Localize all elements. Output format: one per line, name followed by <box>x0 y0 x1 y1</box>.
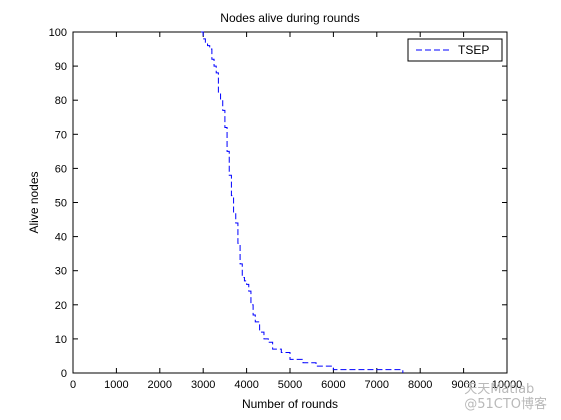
x-tick-label: 3000 <box>191 379 215 391</box>
y-axis: 0 10 20 30 40 50 60 70 80 90 100 <box>49 27 507 380</box>
series-line-tsep <box>201 31 404 373</box>
y-tick-label: 10 <box>55 334 67 346</box>
x-tick-label: 2000 <box>148 379 172 391</box>
x-tick-label: 9000 <box>451 379 475 391</box>
x-axis-label: Number of rounds <box>242 397 338 411</box>
x-tick-label: 1000 <box>104 379 128 391</box>
x-tick-label: 6000 <box>321 379 345 391</box>
y-tick-label: 100 <box>49 27 67 39</box>
y-tick-label: 70 <box>55 129 67 141</box>
x-tick-label: 5000 <box>278 379 302 391</box>
x-tick-label: 8000 <box>408 379 432 391</box>
x-tick-label: 7000 <box>365 379 389 391</box>
x-tick-label: 10000 <box>492 379 523 391</box>
legend-box <box>407 38 503 62</box>
y-tick-label: 50 <box>55 198 67 210</box>
y-tick-label: 80 <box>55 95 67 107</box>
watermark: 天天Matlab @51CTO博客 <box>464 382 547 412</box>
watermark-line-1: 天天Matlab <box>464 382 535 397</box>
y-axis-label: Alive nodes <box>27 171 41 233</box>
y-tick-label: 30 <box>55 266 67 278</box>
x-axis: 0 1000 2000 3000 4000 5000 6000 7000 8000 9000 100… <box>70 32 522 391</box>
x-tick-label: 0 <box>70 379 76 391</box>
watermark-line-2: @51CTO博客 <box>464 397 547 412</box>
y-tick-label: 0 <box>61 368 67 380</box>
plot-area <box>72 31 508 374</box>
y-tick-label: 20 <box>55 300 67 312</box>
y-tick-label: 60 <box>55 163 67 175</box>
legend-label-tsep: TSEP <box>458 43 489 57</box>
series-layer <box>201 31 404 373</box>
x-tick-label: 4000 <box>234 379 258 391</box>
y-tick-label: 40 <box>55 232 67 244</box>
y-tick-label: 90 <box>55 61 67 73</box>
chart-title: Nodes alive during rounds <box>220 11 359 25</box>
legend: TSEP <box>407 38 503 62</box>
